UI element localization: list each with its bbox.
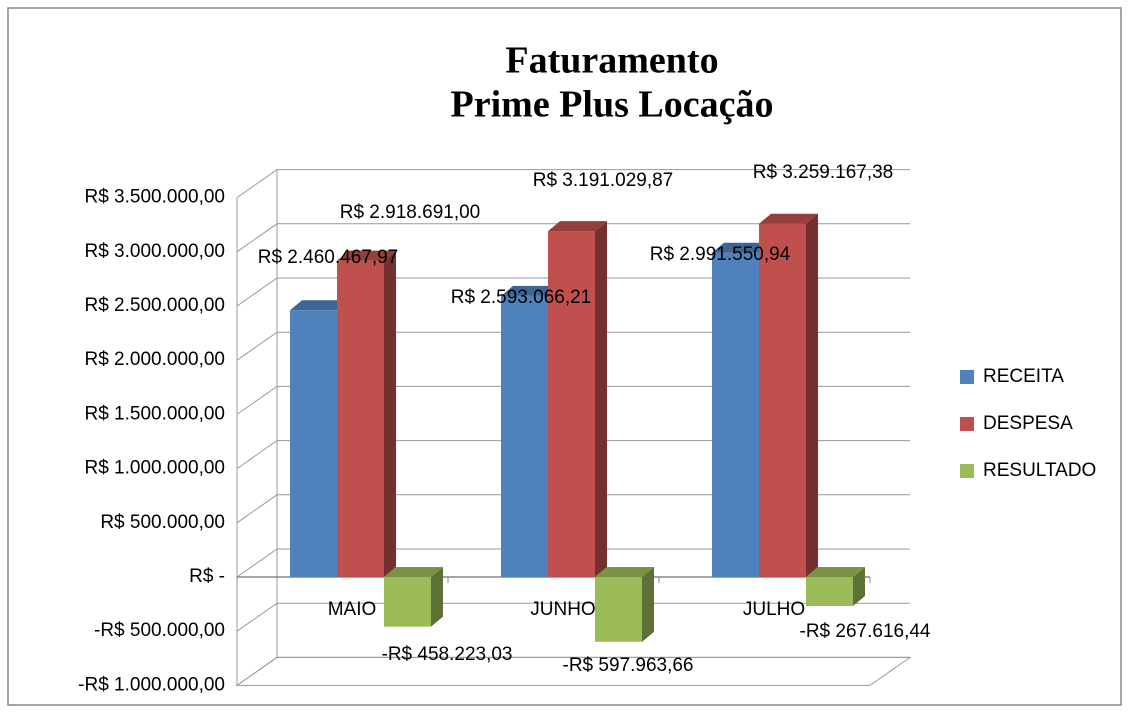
bar-front <box>548 231 595 578</box>
data-label: R$ 3.191.029,87 <box>533 170 674 191</box>
bar-top <box>806 567 865 577</box>
bar-side <box>806 213 818 578</box>
bar-top <box>712 242 771 253</box>
chart-title: Faturamento <box>505 40 718 82</box>
data-label: -R$ 597.963,66 <box>563 655 694 676</box>
y-tick-label: R$ 1.500.000,00 <box>84 403 225 424</box>
data-label: R$ 2.918.691,00 <box>340 202 481 223</box>
bar-top <box>290 300 349 311</box>
y-tick-label: R$ 3.500.000,00 <box>84 187 225 208</box>
bar-front <box>806 577 853 607</box>
data-label: R$ 3.259.167,38 <box>753 162 894 183</box>
data-label: -R$ 267.616,44 <box>800 621 931 642</box>
data-label: -R$ 458.223,03 <box>382 644 513 665</box>
bar-top <box>595 567 654 577</box>
bar-front <box>712 252 759 577</box>
data-label: R$ 2.460.467,97 <box>258 247 399 268</box>
bar-front <box>595 577 642 642</box>
y-tick-label: R$ 1.000.000,00 <box>84 458 225 479</box>
legend-swatch <box>960 417 974 431</box>
legend-swatch <box>960 464 974 478</box>
bar-front <box>337 260 384 577</box>
data-label: R$ 2.593.066,21 <box>451 287 592 308</box>
y-tick-label: R$ 3.000.000,00 <box>84 241 225 262</box>
x-tick-label: MAIO <box>328 599 377 620</box>
y-tick-label: R$ 2.000.000,00 <box>84 349 225 370</box>
bar-front <box>290 310 337 577</box>
bar-front <box>501 295 548 577</box>
legend-label: RECEITA <box>983 366 1064 387</box>
bar-side <box>642 567 654 642</box>
y-tick-label: R$ - <box>189 566 225 587</box>
legend-label: RESULTADO <box>983 460 1096 481</box>
bar-top <box>501 285 560 296</box>
bar-side <box>853 567 865 607</box>
bar-front <box>384 577 431 627</box>
bar-side <box>431 567 443 627</box>
bar-top <box>384 567 443 577</box>
bar-top <box>337 250 396 261</box>
x-tick-label: JUNHO <box>530 599 595 620</box>
y-tick-label: R$ 2.500.000,00 <box>84 295 225 316</box>
bar-top <box>548 221 607 232</box>
x-tick-label: JULHO <box>743 599 805 620</box>
legend-label: DESPESA <box>983 413 1073 434</box>
bar-side <box>384 250 396 577</box>
y-tick-label: -R$ 500.000,00 <box>94 620 225 641</box>
bar-front <box>759 223 806 578</box>
chart-title: Prime Plus Locação <box>451 84 774 126</box>
y-tick-label: -R$ 1.000.000,00 <box>78 674 225 695</box>
legend-swatch <box>960 370 974 384</box>
bar-top <box>759 213 818 224</box>
data-label: R$ 2.991.550,94 <box>650 244 791 265</box>
bar-side <box>595 221 607 578</box>
y-tick-label: R$ 500.000,00 <box>100 512 225 533</box>
